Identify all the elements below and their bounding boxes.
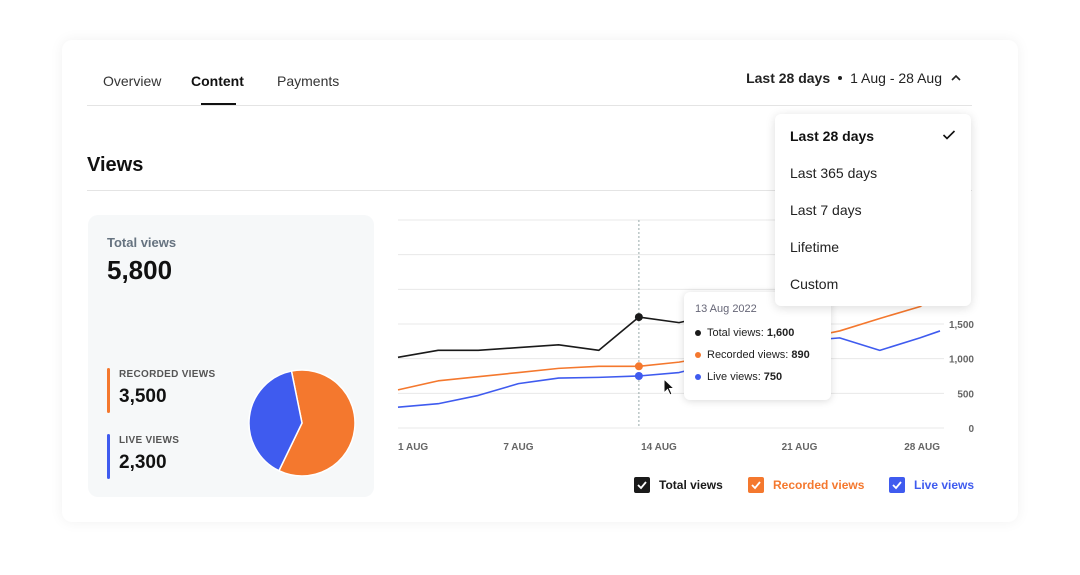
legend-live[interactable]: Live views (889, 477, 974, 493)
y-tick-label: 1,000 (949, 355, 974, 366)
x-tick-label: 1 AUG (398, 442, 428, 453)
separator-dot (838, 76, 843, 80)
x-tick-label: 28 AUG (904, 442, 940, 453)
series-line-recorded (397, 292, 941, 391)
x-tick-label: 7 AUG (503, 442, 533, 453)
tooltip-live-value: 750 (763, 371, 783, 383)
summary-panel: Total views 5,800 RECORDED VIEWS 3,500 L… (88, 215, 374, 497)
total-views-label: Total views (107, 235, 177, 250)
tooltip-recorded-value: 890 (791, 349, 810, 361)
live-dot-icon (695, 374, 701, 380)
dropdown-option-last-28-days[interactable]: Last 28 days (790, 128, 875, 144)
checkbox-checked-icon[interactable] (634, 477, 650, 493)
checkbox-checked-icon[interactable] (748, 477, 764, 493)
mouse-pointer-icon (663, 378, 676, 396)
dropdown-option-last-7-days[interactable]: Last 7 days (790, 202, 862, 218)
y-tick-label: 500 (957, 389, 974, 400)
hover-point-total (634, 313, 643, 322)
date-range-text: 1 Aug - 28 Aug (850, 70, 942, 86)
tabs-divider (87, 105, 972, 106)
tooltip-row-recorded: Recorded views: 890 (695, 349, 810, 361)
chevron-up-icon (951, 74, 961, 81)
live-views-marker (107, 434, 110, 479)
dropdown-option-custom[interactable]: Custom (790, 276, 839, 292)
dropdown-option-lifetime[interactable]: Lifetime (790, 239, 840, 255)
date-range-dropdown: Last 28 days Last 365 days Last 7 days L… (775, 114, 971, 306)
tooltip-total-value: 1,600 (766, 327, 795, 339)
x-tick-label: 14 AUG (641, 442, 677, 453)
legend-recorded[interactable]: Recorded views (748, 477, 864, 493)
date-range-selector[interactable]: Last 28 days 1 Aug - 28 Aug (746, 70, 962, 86)
recorded-views-label: RECORDED VIEWS (119, 369, 216, 380)
tooltip-recorded-label: Recorded views: (707, 349, 789, 361)
date-range-label: Last 28 days (746, 70, 831, 86)
legend-total-label: Total views (659, 478, 723, 492)
live-views-value: 2,300 (119, 452, 167, 473)
y-tick-label: 1,500 (949, 320, 974, 331)
section-divider (87, 190, 972, 191)
y-tick-label: 0 (968, 424, 974, 435)
views-pie-chart (248, 369, 356, 477)
recorded-views-marker (107, 368, 110, 413)
tooltip-live-label: Live views: (707, 371, 761, 383)
live-views-label: LIVE VIEWS (119, 435, 180, 446)
series-line-live (397, 330, 941, 408)
total-views-value: 5,800 (107, 255, 173, 285)
x-tick-label: 21 AUG (782, 442, 818, 453)
tooltip-row-total: Total views: 1,600 (695, 327, 794, 339)
hover-point-live (634, 372, 643, 380)
pie-slice-live (248, 370, 303, 472)
tooltip-date: 13 Aug 2022 (695, 303, 757, 315)
checkbox-checked-icon[interactable] (889, 477, 905, 493)
check-icon (942, 130, 956, 140)
legend-recorded-label: Recorded views (773, 478, 865, 492)
tab-payments[interactable]: Payments (277, 73, 340, 89)
active-tab-indicator (201, 103, 236, 105)
legend-total[interactable]: Total views (634, 477, 723, 493)
pie-slice-recorded (277, 369, 356, 477)
tab-content[interactable]: Content (191, 73, 244, 89)
legend-live-label: Live views (914, 478, 975, 492)
hover-point-recorded (634, 362, 643, 371)
views-card: Overview Content Payments Last 28 days 1… (62, 40, 1018, 522)
section-title: Views (87, 154, 144, 176)
chart-tooltip: 13 Aug 2022 Total views: 1,600 Recorded … (684, 292, 831, 400)
recorded-dot-icon (695, 352, 701, 358)
tooltip-row-live: Live views: 750 (695, 371, 782, 383)
tab-overview[interactable]: Overview (103, 73, 162, 89)
total-dot-icon (695, 330, 701, 336)
tooltip-total-label: Total views: (707, 327, 764, 339)
recorded-views-value: 3,500 (119, 386, 167, 407)
dropdown-option-last-365-days[interactable]: Last 365 days (790, 165, 878, 181)
